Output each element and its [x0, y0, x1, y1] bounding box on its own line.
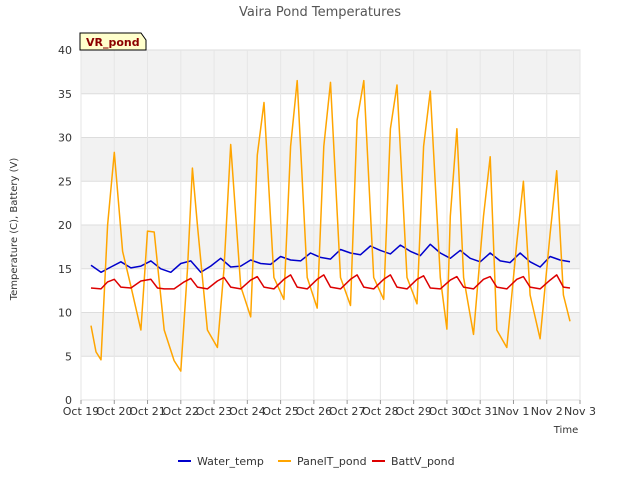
- y-tick-label: 30: [58, 132, 72, 145]
- background-band: [81, 137, 580, 182]
- series-lines: [90, 79, 571, 372]
- x-tick-label: Nov 2: [531, 405, 563, 418]
- gridlines: [80, 49, 581, 401]
- x-tick-label: Oct 25: [262, 405, 299, 418]
- station-label: VR_pond: [86, 36, 140, 49]
- y-tick-label: 15: [58, 263, 72, 276]
- background-band: [81, 312, 580, 357]
- series-line-water-temp: [90, 243, 571, 274]
- y-tick-label: 20: [58, 219, 72, 232]
- x-axis-label: Time: [553, 425, 578, 436]
- station-label-background: [79, 32, 147, 51]
- x-tick-label: Oct 19: [63, 405, 100, 418]
- chart-title: Vaira Pond Temperatures: [239, 5, 401, 20]
- x-tick-label: Oct 29: [395, 405, 432, 418]
- legend: Water_temp PanelT_pond BattV_pond: [178, 455, 455, 468]
- x-tick-label: Nov 1: [497, 405, 529, 418]
- x-tick-label: Oct 27: [329, 405, 366, 418]
- y-tick-label: 25: [58, 175, 72, 188]
- y-tick-label: 0: [65, 394, 72, 407]
- x-tick-label: Oct 23: [196, 405, 233, 418]
- legend-entry: BattV_pond: [391, 455, 455, 468]
- y-tick-label: 10: [58, 307, 72, 320]
- x-tick-label: Oct 31: [462, 405, 499, 418]
- background-band: [81, 225, 580, 269]
- x-tick-label: Oct 22: [163, 405, 200, 418]
- y-tick-label: 35: [58, 88, 72, 101]
- background-bands: [81, 50, 580, 357]
- x-tick-label: Oct 21: [129, 405, 166, 418]
- x-tick-label: Oct 26: [296, 405, 333, 418]
- legend-entry: Water_temp: [197, 455, 264, 468]
- y-axis-ticks: 0 5 10 15 20 25 30 35 40: [58, 44, 72, 407]
- x-tick-label: Oct 28: [362, 405, 399, 418]
- x-tick-label: Oct 30: [429, 405, 466, 418]
- y-tick-label: 5: [65, 350, 72, 363]
- station-label-box: VR_pond: [79, 32, 147, 51]
- series-line-battv-pond: [90, 274, 571, 290]
- x-tick-label: Oct 20: [96, 405, 133, 418]
- y-axis-label: Temperature (C), Battery (V): [9, 158, 20, 302]
- legend-entry: PanelT_pond: [297, 455, 367, 468]
- y-tick-label: 40: [58, 44, 72, 57]
- x-tick-label: Oct 24: [229, 405, 266, 418]
- series-line-panelt-pond: [90, 79, 571, 372]
- x-tick-label: Nov 3: [564, 405, 596, 418]
